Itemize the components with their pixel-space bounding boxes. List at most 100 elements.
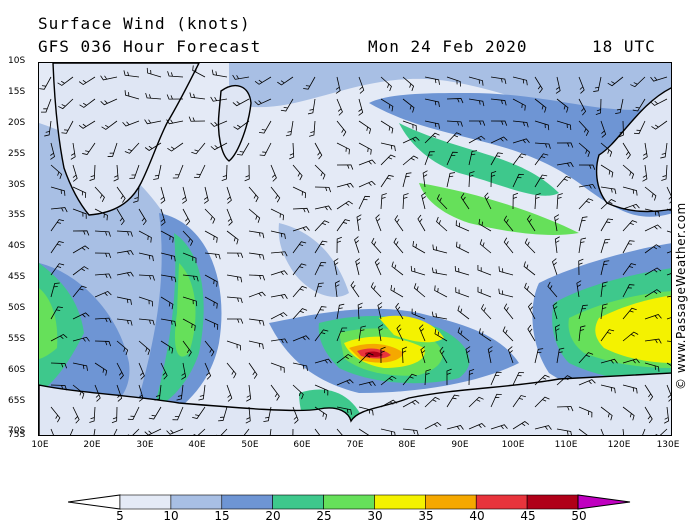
- wind-barb: [576, 280, 582, 298]
- wind-barb: [490, 120, 508, 126]
- wind-barb: [336, 219, 351, 232]
- wind-barb: [72, 312, 90, 320]
- wind-barb: [182, 274, 199, 282]
- wind-barb: [94, 340, 112, 347]
- legend-tick: 35: [418, 509, 434, 523]
- lat-label: 10S: [8, 56, 26, 66]
- wind-barb: [100, 98, 118, 106]
- wind-barb: [94, 230, 111, 237]
- wind-barb: [411, 308, 426, 320]
- wind-barb: [358, 120, 372, 134]
- wind-barb: [622, 307, 637, 320]
- wind-barb: [534, 348, 544, 364]
- wind-barb: [314, 164, 326, 180]
- wind-barb: [490, 170, 497, 188]
- wind-barb: [309, 120, 316, 137]
- wind-barb: [600, 218, 614, 232]
- wind-barb: [644, 338, 662, 344]
- wind-barb: [248, 318, 265, 326]
- wind-barb: [182, 318, 196, 331]
- wind-barb: [554, 324, 560, 342]
- wind-barb: [69, 428, 74, 435]
- wind-barb: [402, 193, 409, 210]
- wind-barb: [72, 285, 87, 298]
- wind-barb: [468, 135, 486, 144]
- wind-barb: [160, 208, 166, 226]
- wind-barb: [371, 237, 382, 254]
- legend-tick: 15: [214, 509, 230, 523]
- wind-barb: [498, 266, 514, 276]
- wind-barb: [600, 281, 608, 298]
- wind-barb: [436, 194, 448, 210]
- wind-barb: [50, 406, 61, 423]
- wind-barb: [370, 282, 382, 298]
- wind-barb: [153, 164, 162, 180]
- wind-barb: [160, 186, 166, 204]
- wind-barb: [512, 120, 529, 128]
- wind-barb: [512, 173, 524, 188]
- wind-barb: [138, 230, 152, 243]
- wind-barb: [50, 384, 68, 391]
- wind-barb: [94, 273, 112, 279]
- wind-barb: [600, 238, 611, 254]
- wind-barb: [534, 396, 550, 408]
- coastlines: [39, 63, 671, 435]
- wind-barb: [244, 164, 250, 182]
- wind-barb: [232, 74, 250, 80]
- wind-barb: [336, 303, 345, 320]
- wind-barb: [277, 76, 294, 86]
- wind-barb: [413, 283, 426, 298]
- legend-low-arrow: [68, 494, 121, 510]
- wind-barb: [552, 302, 558, 320]
- wind-barb: [484, 192, 492, 210]
- wind-barb: [50, 186, 66, 196]
- legend-color-cell: [526, 494, 579, 510]
- wind-barb: [578, 98, 587, 116]
- legend-color-cell: [272, 494, 324, 510]
- wind-barb: [138, 274, 155, 281]
- wind-barb: [556, 406, 574, 412]
- wind-barb: [595, 98, 602, 116]
- wind-barb: [335, 76, 341, 94]
- wind-barbs: [39, 65, 671, 435]
- wind-barb: [172, 406, 184, 421]
- wind-barb: [314, 358, 332, 364]
- wind-barb: [534, 98, 547, 113]
- wind-barb: [336, 406, 353, 415]
- wind-barb: [334, 280, 340, 298]
- wind-barb: [355, 258, 361, 276]
- wind-barb: [512, 395, 526, 408]
- wind-barb: [556, 375, 573, 386]
- wind-barb: [402, 373, 417, 386]
- wind-barb: [524, 282, 536, 298]
- lon-label: 20E: [83, 440, 101, 450]
- wind-barb: [248, 274, 265, 281]
- wind-barb: [189, 92, 206, 100]
- legend-color-cell: [119, 494, 172, 510]
- wind-barb: [314, 205, 332, 211]
- wind-barb: [578, 379, 596, 386]
- wind-barb: [468, 150, 478, 166]
- wind-barb: [124, 90, 140, 100]
- wind-barb: [248, 186, 259, 203]
- wind-barb: [116, 230, 133, 237]
- wind-barb: [512, 192, 519, 210]
- wind-barb: [44, 120, 52, 137]
- wind-barb: [50, 241, 64, 254]
- wind-barb: [127, 428, 140, 435]
- wind-barb: [421, 192, 426, 210]
- wind-barb: [578, 120, 589, 136]
- wind-barb: [424, 151, 435, 166]
- wind-barb: [72, 164, 78, 182]
- wind-barb: [292, 207, 310, 214]
- wind-barb: [254, 98, 272, 106]
- wind-barb: [644, 208, 660, 218]
- wind-barb: [439, 346, 448, 364]
- legend-color-cell: [425, 494, 477, 510]
- lon-label: 50E: [241, 440, 259, 450]
- wind-barb: [204, 230, 218, 243]
- wind-barb: [336, 236, 342, 254]
- wind-barb: [618, 120, 624, 138]
- wind-barb: [512, 98, 526, 111]
- wind-barb: [523, 261, 536, 276]
